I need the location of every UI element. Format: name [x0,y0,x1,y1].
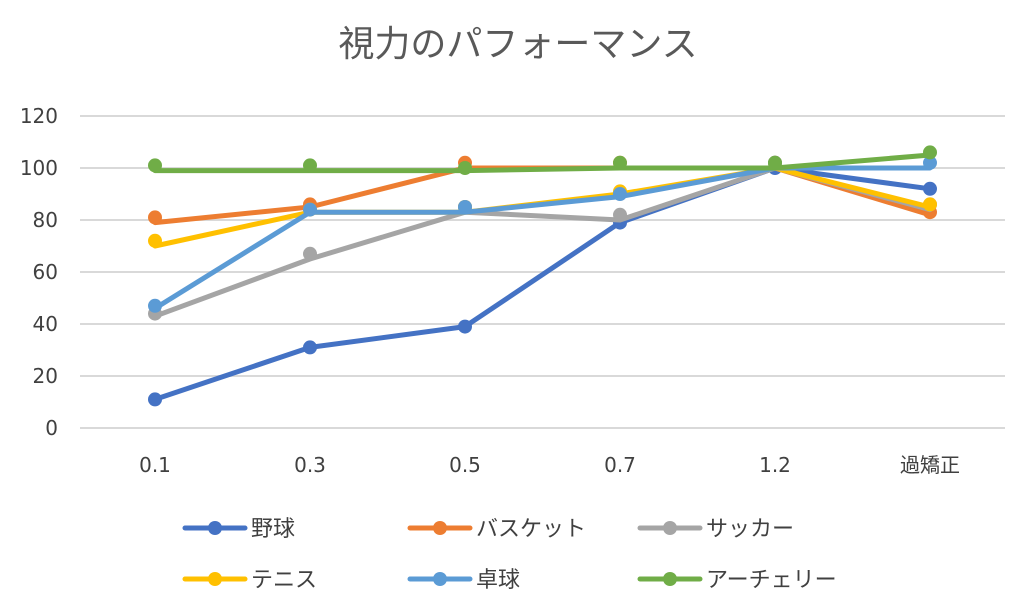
y-tick-label: 60 [33,260,58,284]
y-tick-label: 20 [33,364,58,388]
data-point [148,210,162,225]
legend-swatch-marker [433,572,447,586]
y-axis: 0 20 40 60 80 100 120 [20,104,58,440]
y-tick-label: 80 [33,208,58,232]
legend-item: 卓球 [407,568,520,593]
x-tick-label: 過矯正 [900,453,960,477]
legend-label: アーチェリー [706,568,837,593]
y-tick-label: 100 [20,156,58,180]
y-tick-label: 40 [33,312,58,336]
data-point [923,181,937,196]
data-point [303,340,317,355]
x-tick-label: 0.5 [449,453,481,477]
data-point [458,200,472,214]
x-tick-label: 0.3 [294,453,326,477]
series-line [152,165,933,311]
y-tick-label: 0 [45,416,58,440]
x-tick-label: 1.2 [759,453,791,477]
series-5 [148,145,937,175]
series-group [148,145,937,407]
data-point [303,158,317,173]
legend-item: アーチェリー [637,568,837,593]
data-point [303,202,317,217]
legend-label: サッカー [706,517,794,542]
legend-swatch-marker [208,572,222,586]
data-point [613,155,627,170]
data-point [458,161,472,175]
x-tick-label: 0.1 [139,453,171,477]
data-point [768,155,782,170]
legend-swatch-marker [433,521,447,535]
legend-item: テニス [182,568,317,593]
data-point [923,145,937,160]
series-line [152,165,933,319]
data-point [303,246,317,261]
data-point [923,197,937,212]
series-0 [148,161,937,407]
legend-swatch-marker [663,521,677,535]
data-point [148,298,162,313]
series-line [152,165,933,402]
series-line [152,152,933,174]
data-point [148,158,162,173]
legend-label: バスケット [476,517,586,542]
legend-item: サッカー [637,517,794,542]
x-tick-label: 0.7 [604,453,636,477]
legend-label: 卓球 [476,568,520,593]
data-point [458,319,472,334]
data-point [148,392,162,407]
data-point [923,155,937,170]
y-tick-label: 120 [20,104,58,128]
legend-swatch-marker [663,572,677,586]
data-point [613,187,627,201]
legend-item: 野球 [182,517,295,542]
legend-swatch-marker [208,521,222,535]
x-axis: 0.1 0.3 0.5 0.7 1.2 過矯正 [139,453,960,477]
legend-label: 野球 [251,517,295,542]
legend-label: テニス [251,568,317,593]
data-point [148,233,162,248]
data-point [613,207,627,222]
chart-title: 視力のパフォーマンス [338,24,697,65]
legend-item: バスケット [407,517,586,542]
